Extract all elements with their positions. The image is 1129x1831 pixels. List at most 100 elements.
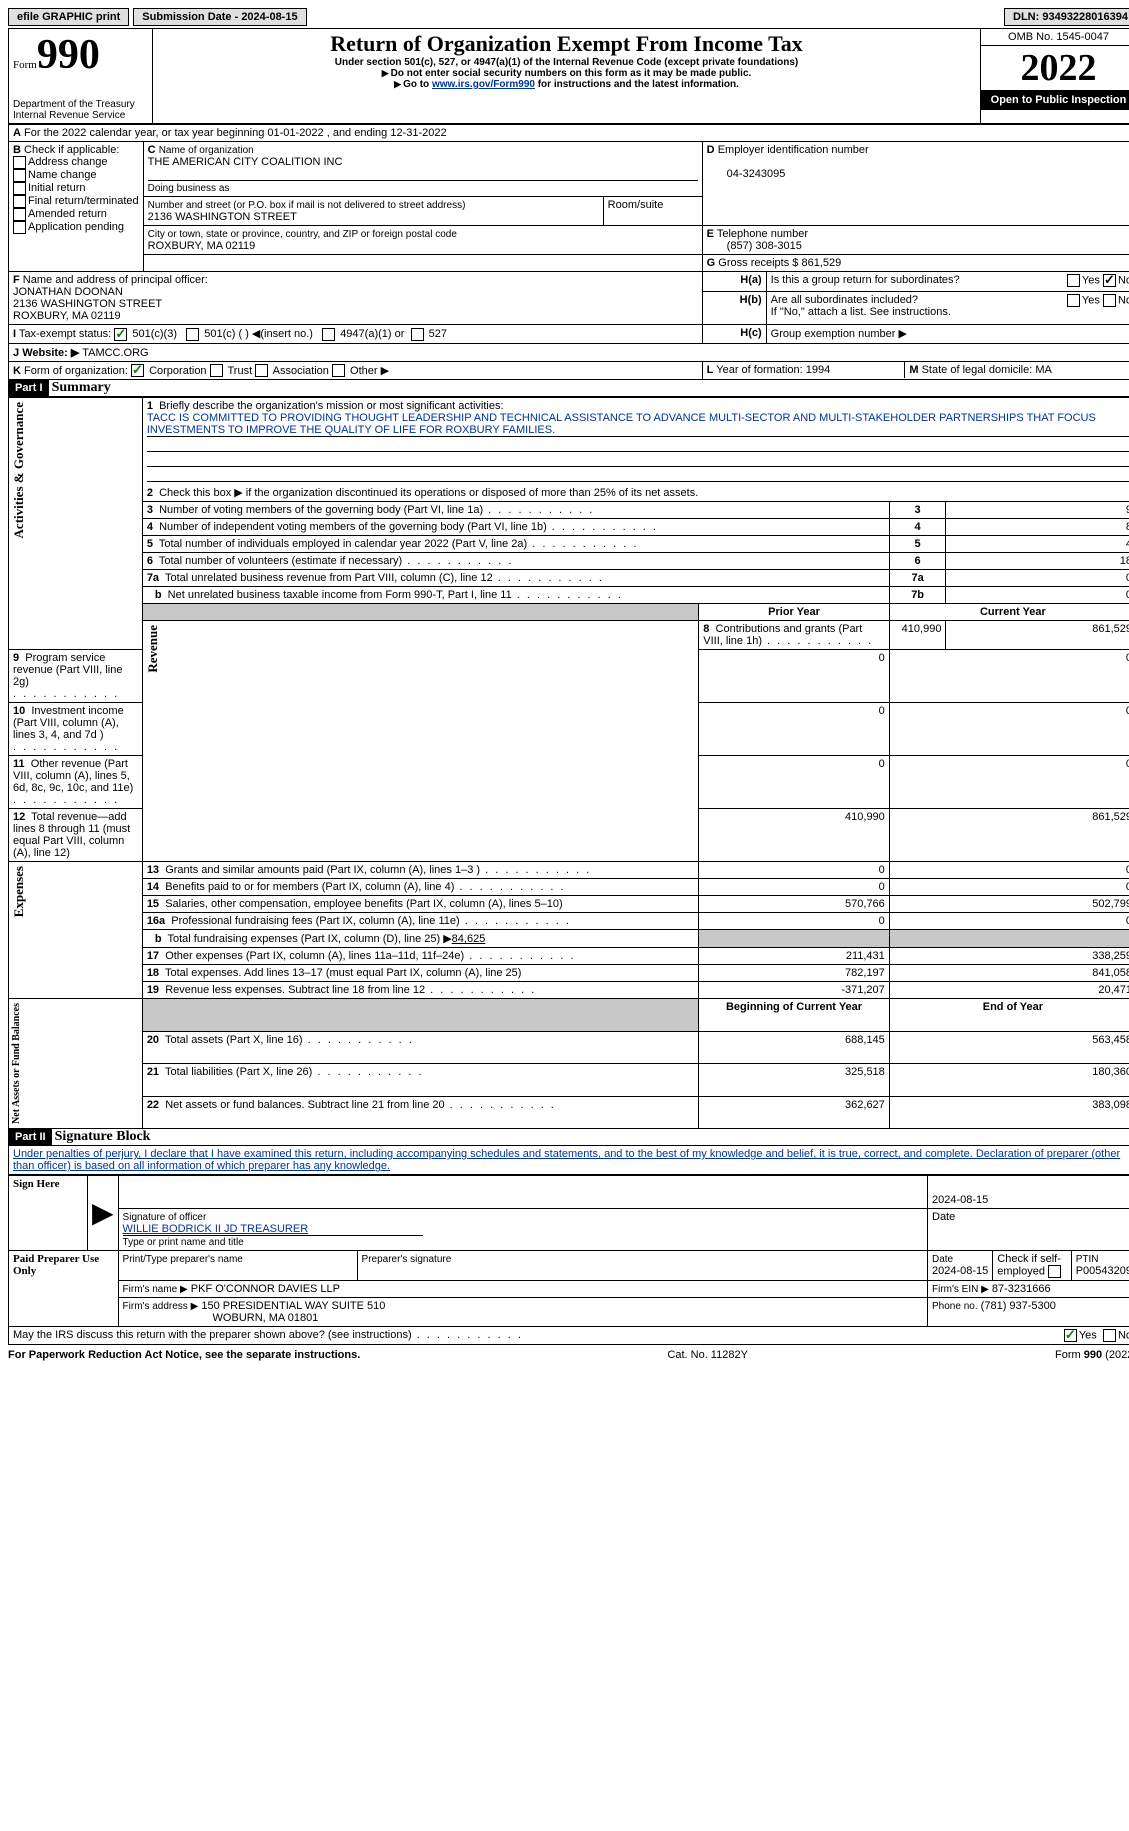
yes-label: Yes [1082,274,1100,286]
gov-row: 7a Total unrelated business revenue from… [9,570,1129,587]
ssn-note: Do not enter social security numbers on … [391,68,752,79]
row-num: 14 [147,881,159,893]
year-formation-label: Year of formation: [716,364,802,376]
sign-here-label: Sign Here [9,1176,88,1251]
line-16b: b Total fundraising expenses (Part IX, c… [9,930,1129,948]
ha-no-checkbox[interactable] [1103,274,1116,287]
trust-label: Trust [227,365,252,377]
calendar-year-line: For the 2022 calendar year, or tax year … [24,127,447,139]
app-pending-checkbox[interactable] [13,221,26,234]
expense-row: 15 Salaries, other compensation, employe… [9,896,1129,913]
section-b-letter: B [13,144,21,156]
row-num: b [155,589,162,601]
part-i-title: Summary [52,380,111,395]
row-text: Number of independent voting members of … [159,521,547,533]
current-val: 861,529 [946,621,1129,650]
row-text: Salaries, other compensation, employee b… [165,898,562,910]
final-return-checkbox[interactable] [13,195,26,208]
ein-value: 04-3243095 [727,168,786,180]
gov-row: 3 Number of voting members of the govern… [9,502,1129,519]
section-d-letter: D [707,144,715,156]
row-num: 20 [147,1034,159,1046]
row-num: 21 [147,1066,159,1078]
form-number: 990 [37,32,100,78]
firm-phone-label: Phone no. [932,1301,978,1312]
self-emp-checkbox[interactable] [1048,1265,1061,1278]
current-val: 861,529 [889,809,1129,862]
initial-return-checkbox[interactable] [13,182,26,195]
row-num: 15 [147,898,159,910]
row-text: Net assets or fund balances. Subtract li… [165,1099,444,1111]
perjury-statement: Under penalties of perjury, I declare th… [8,1146,1129,1175]
current-val: 841,058 [889,965,1129,982]
current-val: 0 [889,862,1129,879]
summary-table: Activities & Governance 1 Briefly descri… [8,397,1129,1129]
gov-row: 6 Total number of volunteers (estimate i… [9,553,1129,570]
name-change-label: Name change [28,169,97,181]
cat-number: Cat. No. 11282Y [667,1349,748,1361]
irs-link[interactable]: www.irs.gov/Form990 [432,79,535,90]
corp-checkbox[interactable] [131,364,144,377]
mission-label: Briefly describe the organization's miss… [159,400,503,412]
row-val: 18 [946,553,1129,570]
prior-year-header: Prior Year [699,604,890,621]
efile-print-button[interactable]: efile GRAPHIC print [8,8,129,26]
discuss-no-checkbox[interactable] [1103,1329,1116,1342]
firm-phone-value: (781) 937-5300 [981,1300,1056,1312]
527-checkbox[interactable] [411,328,424,341]
beginning-year-header: Beginning of Current Year [699,999,890,1031]
ein-label: Employer identification number [718,144,869,156]
form-word: Form [13,59,37,71]
current-val: 180,360 [889,1064,1129,1096]
4947-checkbox[interactable] [322,328,335,341]
name-change-checkbox[interactable] [13,169,26,182]
preparer-name-label: Print/Type preparer's name [123,1254,243,1265]
ha-yes-checkbox[interactable] [1067,274,1080,287]
app-pending-label: Application pending [28,221,124,233]
year-formation-value: 1994 [806,364,830,376]
section-ha-letter: H(a) [702,272,766,292]
amended-return-checkbox[interactable] [13,208,26,221]
no-label-2: No [1118,295,1129,307]
row-text: Total unrelated business revenue from Pa… [165,572,493,584]
row-val: 0 [946,570,1129,587]
expense-row: 14 Benefits paid to or for members (Part… [9,879,1129,896]
expense-row: 17 Other expenses (Part IX, column (A), … [9,948,1129,965]
firm-ein-value: 87-3231666 [992,1283,1051,1295]
city-value: ROXBURY, MA 02119 [148,240,256,252]
group-exemption-label: Group exemption number ▶ [766,325,1129,344]
firm-name-label: Firm's name ▶ [123,1284,188,1295]
hb-no-checkbox[interactable] [1103,294,1116,307]
501c-label: 501(c) ( ) ◀(insert no.) [204,328,313,340]
check-applicable: Check if applicable: [24,144,119,156]
ptin-label: PTIN [1076,1254,1099,1265]
prior-val: 410,990 [889,621,946,650]
officer-label: Name and address of principal officer: [23,274,208,286]
part-i-header: Part I [9,380,49,396]
prior-val: 688,145 [699,1031,890,1063]
prior-val: 0 [699,913,890,930]
other-checkbox[interactable] [332,364,345,377]
501c-checkbox[interactable] [186,328,199,341]
row-text: Professional fundraising fees (Part IX, … [171,915,459,927]
hb-note: If "No," attach a list. See instructions… [771,306,951,318]
address-change-checkbox[interactable] [13,156,26,169]
501c3-checkbox[interactable] [114,328,127,341]
line16b-label: Total fundraising expenses (Part IX, col… [167,933,451,945]
assoc-checkbox[interactable] [255,364,268,377]
tax-year: 2022 [981,46,1129,90]
type-print-label: Type or print name and title [123,1237,244,1248]
irs-label: Internal Revenue Service [13,110,148,121]
section-hc-letter: H(c) [702,325,766,344]
officer-name-sig: WILLIE BODRICK II JD TREASURER [123,1223,423,1236]
row-num: 16a [147,915,165,927]
ptin-value: P00543209 [1076,1265,1129,1277]
trust-checkbox[interactable] [210,364,223,377]
row-box: 7a [889,570,946,587]
activities-governance-label: Activities & Governance [9,398,29,542]
section-g-letter: G [707,257,716,269]
assoc-label: Association [273,365,329,377]
discuss-yes-checkbox[interactable] [1064,1329,1077,1342]
firm-name-value: PKF O'CONNOR DAVIES LLP [191,1283,340,1295]
hb-yes-checkbox[interactable] [1067,294,1080,307]
